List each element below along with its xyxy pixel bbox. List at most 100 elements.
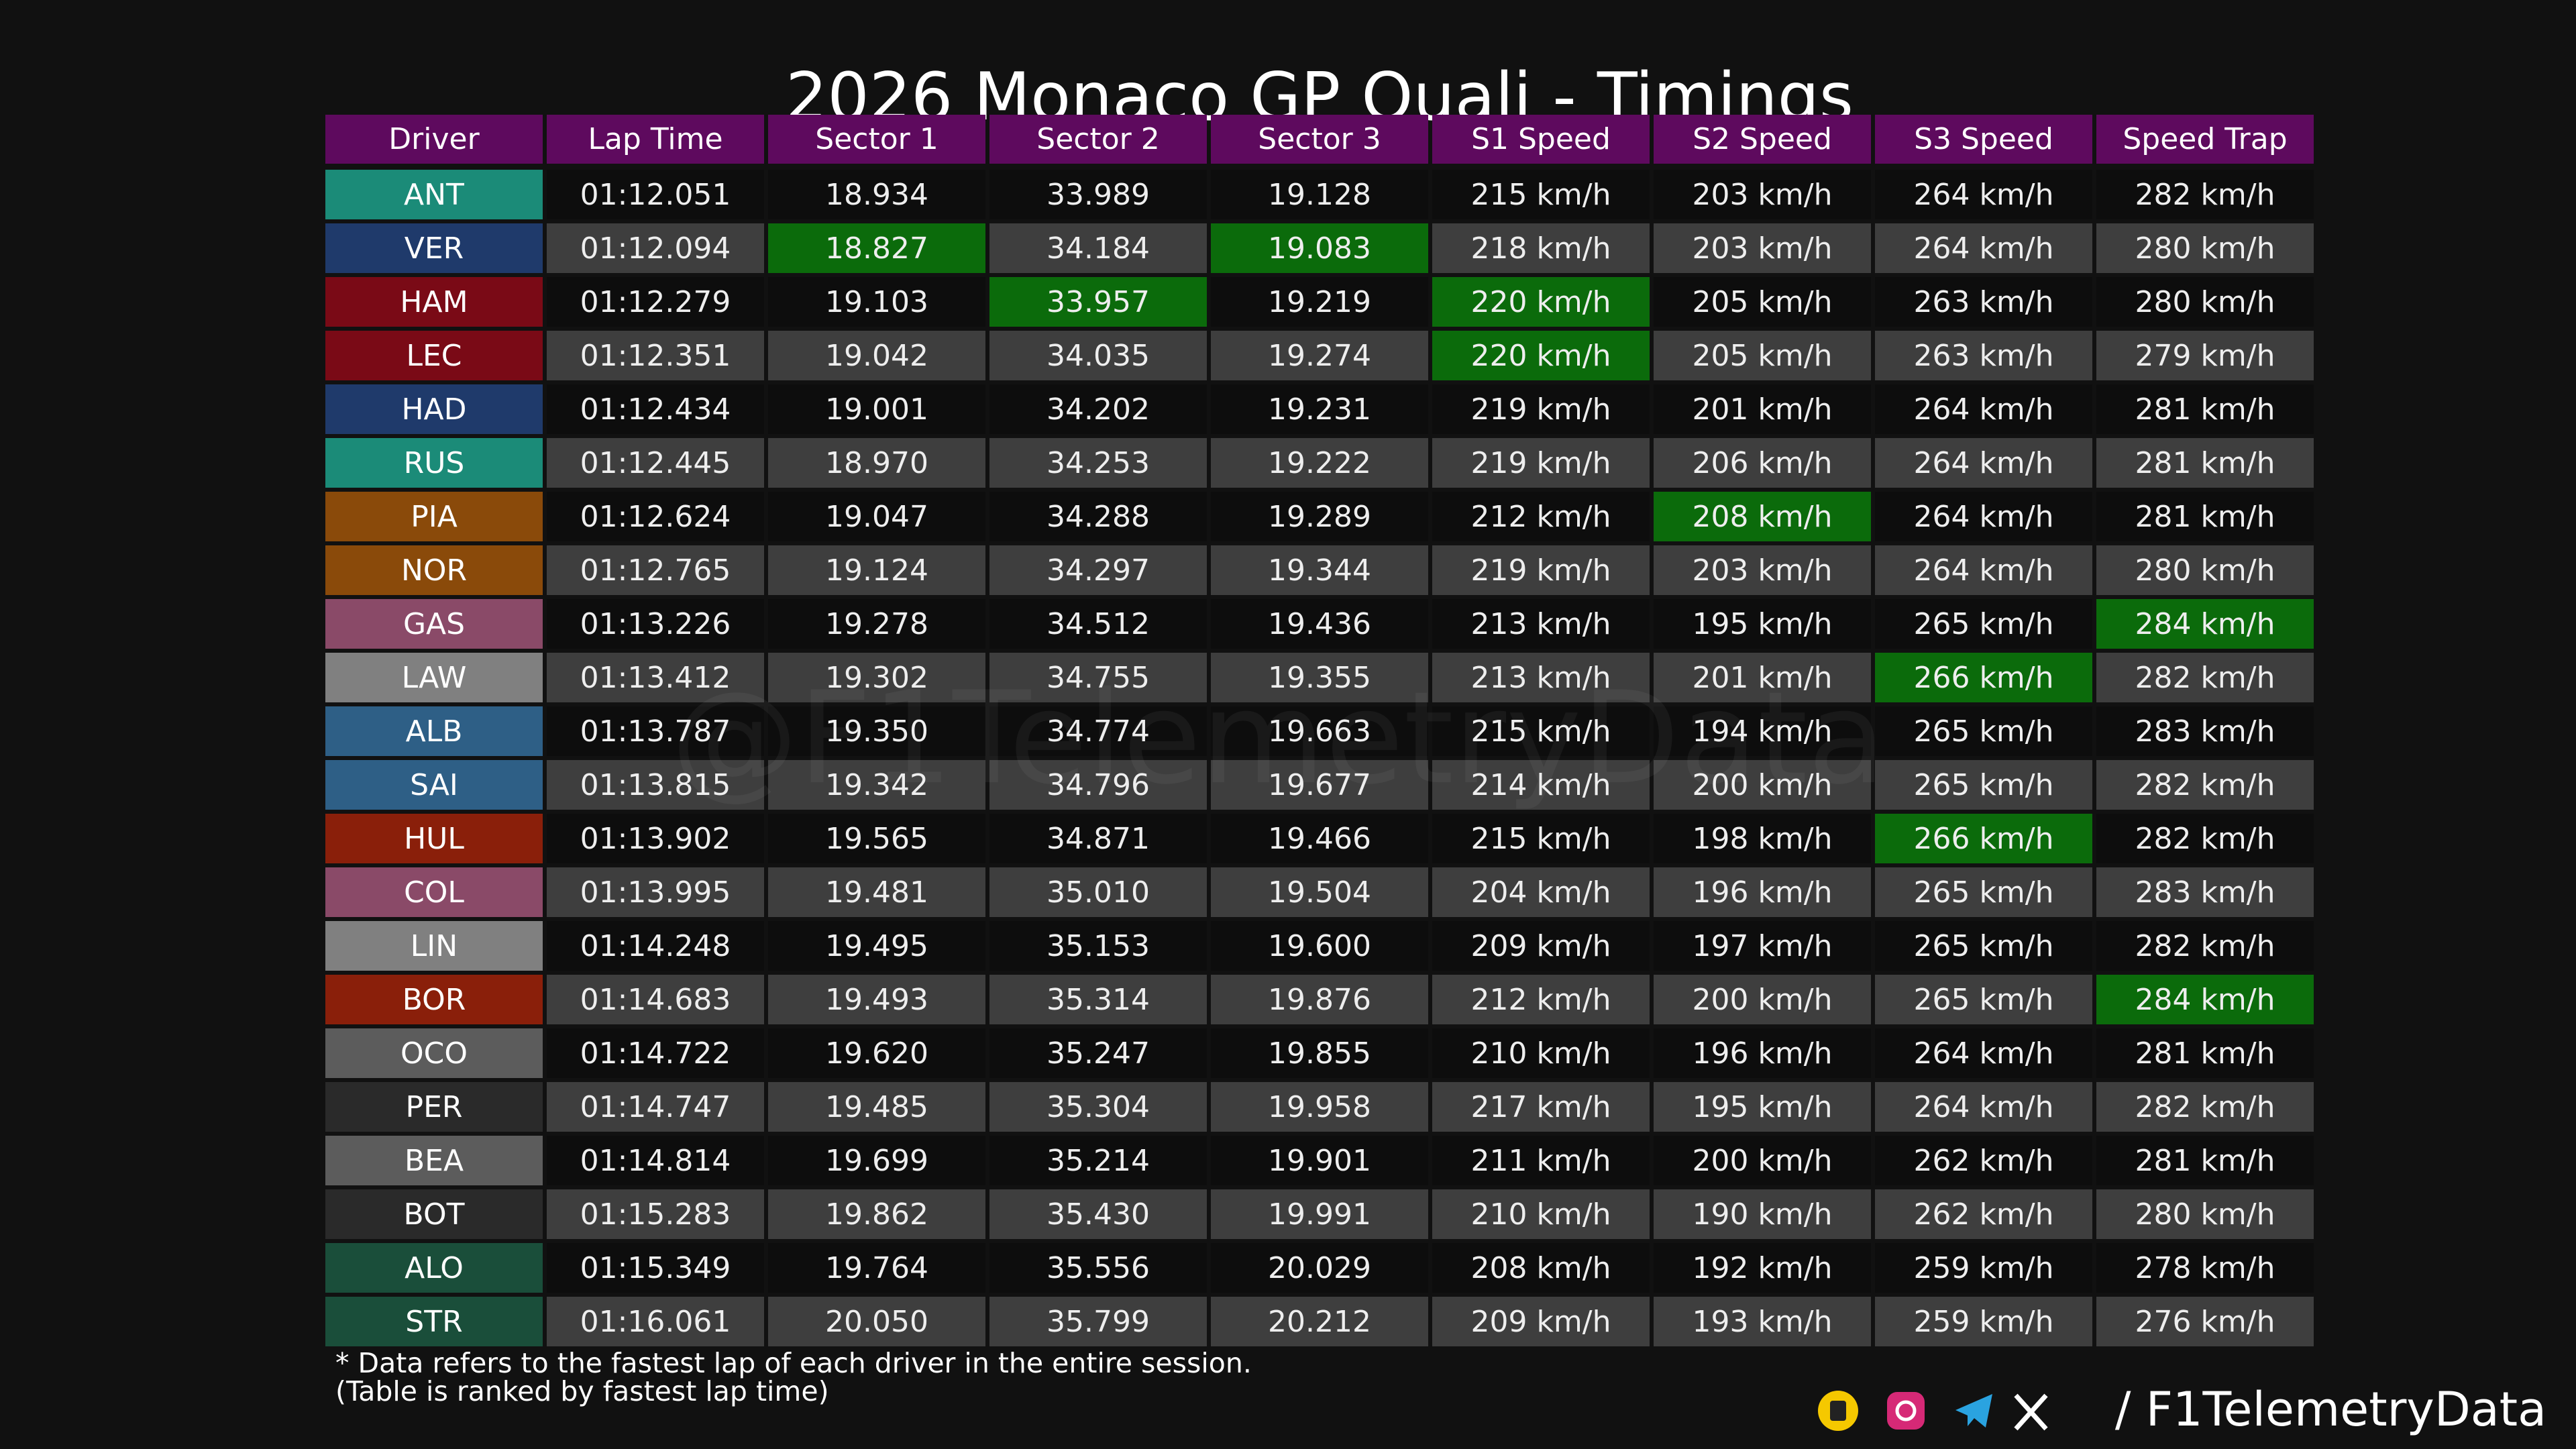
data-cell: 208 km/h [1654, 492, 1871, 541]
header-cell: Sector 1 [768, 115, 985, 164]
data-cell: 19.504 [1211, 867, 1428, 917]
data-cell: 219 km/h [1432, 438, 1650, 488]
data-cell: 34.871 [989, 814, 1207, 863]
data-cell: 01:12.434 [547, 384, 764, 434]
data-cell: 19.466 [1211, 814, 1428, 863]
data-cell: 01:15.283 [547, 1189, 764, 1239]
data-cell: 20.029 [1211, 1243, 1428, 1293]
driver-cell: RUS [325, 438, 543, 488]
driver-cell: STR [325, 1297, 543, 1346]
driver-cell: SAI [325, 760, 543, 810]
data-cell: 19.991 [1211, 1189, 1428, 1239]
driver-cell: HAD [325, 384, 543, 434]
data-cell: 19.083 [1211, 223, 1428, 273]
data-cell: 18.827 [768, 223, 985, 273]
data-cell: 281 km/h [2096, 438, 2314, 488]
data-cell: 201 km/h [1654, 653, 1871, 702]
data-cell: 19.355 [1211, 653, 1428, 702]
data-cell: 198 km/h [1654, 814, 1871, 863]
driver-cell: GAS [325, 599, 543, 649]
data-cell: 01:12.051 [547, 170, 764, 219]
data-cell: 215 km/h [1432, 170, 1650, 219]
data-cell: 01:12.351 [547, 331, 764, 380]
driver-cell: ANT [325, 170, 543, 219]
data-cell: 200 km/h [1654, 1136, 1871, 1185]
data-cell: 278 km/h [2096, 1243, 2314, 1293]
data-cell: 19.958 [1211, 1082, 1428, 1132]
data-cell: 263 km/h [1875, 277, 2092, 327]
data-cell: 194 km/h [1654, 706, 1871, 756]
data-cell: 213 km/h [1432, 653, 1650, 702]
header-cell: S1 Speed [1432, 115, 1650, 164]
data-cell: 01:13.226 [547, 599, 764, 649]
data-cell: 190 km/h [1654, 1189, 1871, 1239]
data-cell: 34.297 [989, 545, 1207, 595]
data-cell: 195 km/h [1654, 599, 1871, 649]
data-cell: 19.001 [768, 384, 985, 434]
data-cell: 259 km/h [1875, 1243, 2092, 1293]
note: * Data refers to the fastest lap of each… [335, 1347, 1252, 1379]
data-cell: 34.512 [989, 599, 1207, 649]
data-cell: 19.124 [768, 545, 985, 595]
data-cell: 34.774 [989, 706, 1207, 756]
data-cell: 01:14.814 [547, 1136, 764, 1185]
data-cell: 197 km/h [1654, 921, 1871, 971]
data-cell: 34.202 [989, 384, 1207, 434]
data-cell: 35.314 [989, 975, 1207, 1024]
data-cell: 265 km/h [1875, 599, 2092, 649]
data-cell: 19.222 [1211, 438, 1428, 488]
data-cell: 203 km/h [1654, 170, 1871, 219]
data-cell: 34.253 [989, 438, 1207, 488]
data-cell: 205 km/h [1654, 277, 1871, 327]
data-cell: 19.042 [768, 331, 985, 380]
data-cell: 280 km/h [2096, 1189, 2314, 1239]
data-cell: 35.153 [989, 921, 1207, 971]
icon-x [2014, 1393, 2048, 1431]
data-cell: 196 km/h [1654, 1028, 1871, 1078]
data-cell: 01:14.747 [547, 1082, 764, 1132]
header-cell: Sector 2 [989, 115, 1207, 164]
data-cell: 266 km/h [1875, 814, 2092, 863]
data-cell: 210 km/h [1432, 1189, 1650, 1239]
data-cell: 01:13.787 [547, 706, 764, 756]
data-cell: 213 km/h [1432, 599, 1650, 649]
data-cell: 282 km/h [2096, 170, 2314, 219]
data-cell: 262 km/h [1875, 1136, 2092, 1185]
data-cell: 200 km/h [1654, 975, 1871, 1024]
data-cell: 280 km/h [2096, 223, 2314, 273]
header-cell: S3 Speed [1875, 115, 2092, 164]
data-cell: 19.302 [768, 653, 985, 702]
driver-cell: PIA [325, 492, 543, 541]
data-cell: 19.764 [768, 1243, 985, 1293]
data-cell: 282 km/h [2096, 760, 2314, 810]
data-cell: 209 km/h [1432, 921, 1650, 971]
data-cell: 19.278 [768, 599, 985, 649]
data-cell: 206 km/h [1654, 438, 1871, 488]
data-cell: 264 km/h [1875, 545, 2092, 595]
data-cell: 266 km/h [1875, 653, 2092, 702]
data-cell: 276 km/h [2096, 1297, 2314, 1346]
data-cell: 33.957 [989, 277, 1207, 327]
data-cell: 34.755 [989, 653, 1207, 702]
data-cell: 264 km/h [1875, 492, 2092, 541]
header-cell: Speed Trap [2096, 115, 2314, 164]
data-cell: 19.231 [1211, 384, 1428, 434]
data-cell: 19.485 [768, 1082, 985, 1132]
data-cell: 283 km/h [2096, 706, 2314, 756]
social-icons [1818, 1391, 2048, 1431]
note: (Table is ranked by fastest lap time) [335, 1375, 829, 1407]
data-cell: 264 km/h [1875, 438, 2092, 488]
data-cell: 264 km/h [1875, 384, 2092, 434]
data-cell: 219 km/h [1432, 545, 1650, 595]
data-cell: 201 km/h [1654, 384, 1871, 434]
driver-cell: OCO [325, 1028, 543, 1078]
data-cell: 281 km/h [2096, 1028, 2314, 1078]
data-cell: 19.699 [768, 1136, 985, 1185]
data-cell: 01:12.624 [547, 492, 764, 541]
data-cell: 265 km/h [1875, 706, 2092, 756]
data-cell: 19.495 [768, 921, 985, 971]
data-cell: 20.050 [768, 1297, 985, 1346]
handle: / F1TelemetryData [2114, 1382, 2546, 1437]
driver-cell: HUL [325, 814, 543, 863]
